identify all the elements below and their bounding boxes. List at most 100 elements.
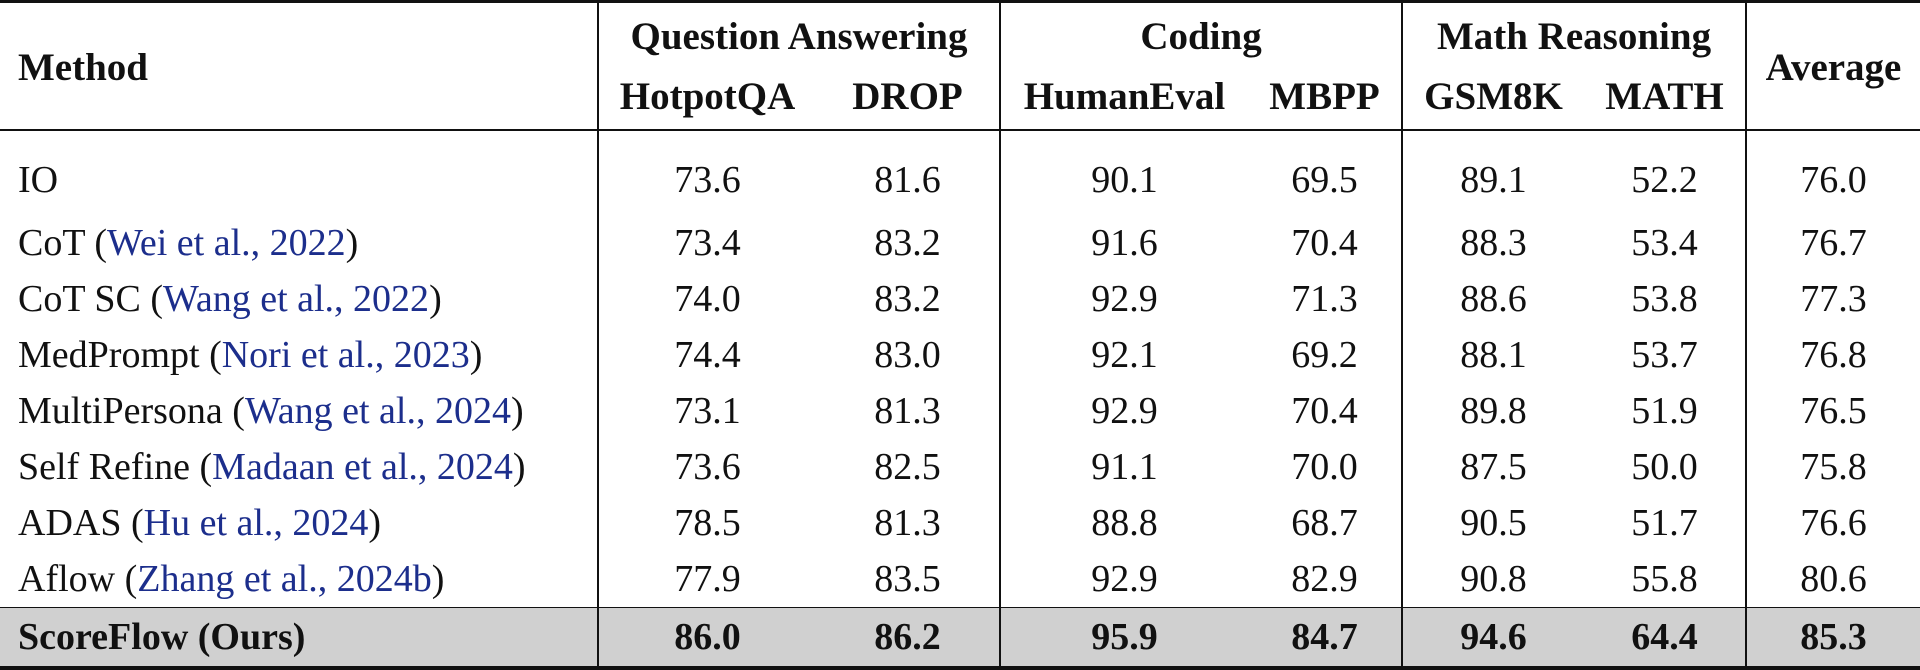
score-cell: 53.4 xyxy=(1631,222,1698,264)
score-cell: 88.3 xyxy=(1401,215,1585,271)
score-cell: 90.5 xyxy=(1401,495,1585,551)
score-cell: 92.1 xyxy=(999,327,1248,383)
method-name: MedPrompt xyxy=(18,334,200,376)
method-cell: ADAS (Hu et al., 2024) xyxy=(18,502,382,544)
method-name: MultiPersona xyxy=(18,390,223,432)
score-cell: 82.9 xyxy=(1291,558,1358,600)
score-cell: 83.2 xyxy=(874,278,941,320)
column-header-gsm8k: GSM8K xyxy=(1401,66,1585,131)
score-cell: 83.5 xyxy=(874,558,941,600)
score-cell: 73.6 xyxy=(597,129,816,215)
score-cell: 91.6 xyxy=(999,215,1248,271)
method-cell: CoT (Wei et al., 2022) xyxy=(18,222,359,264)
citation-link[interactable]: Wei et al., 2022 xyxy=(107,222,346,264)
score-cell: 94.6 xyxy=(1401,607,1585,670)
method-cell: Aflow (Zhang et al., 2024b) xyxy=(18,558,445,600)
score-cell: 69.2 xyxy=(1291,334,1358,376)
score-cell: 90.8 xyxy=(1401,551,1585,608)
score-cell: 73.6 xyxy=(597,439,816,495)
method-header: Method xyxy=(18,46,148,89)
citation-link[interactable]: Zhang et al., 2024b xyxy=(137,558,432,600)
score-cell: 91.1 xyxy=(999,439,1248,495)
score-cell: 86.0 xyxy=(597,607,816,670)
score-cell: 76.0 xyxy=(1745,129,1920,215)
score-cell: 77.9 xyxy=(597,551,816,608)
table-body: IO 73.6 81.6 90.1 69.5 89.1 52.2 76.0 CoT (Wei e… xyxy=(0,129,1920,670)
citation-link[interactable]: Nori et al., 2023 xyxy=(221,334,470,376)
score-cell: 53.8 xyxy=(1631,278,1698,320)
method-cell: CoT SC (Wang et al., 2022) xyxy=(18,278,442,320)
score-cell: 92.9 xyxy=(999,271,1248,327)
method-name: CoT xyxy=(18,222,85,264)
citation-link[interactable]: Madaan et al., 2024 xyxy=(212,446,513,488)
group-header-math: Math Reasoning xyxy=(1401,1,1747,66)
method-name: ScoreFlow (Ours) xyxy=(18,616,306,658)
score-cell: 76.7 xyxy=(1745,215,1920,271)
method-name: ADAS xyxy=(18,502,122,544)
score-cell: 81.3 xyxy=(874,502,941,544)
score-cell: 74.4 xyxy=(597,327,816,383)
score-cell: 51.9 xyxy=(1631,390,1698,432)
score-cell: 83.2 xyxy=(874,222,941,264)
score-cell: 73.4 xyxy=(597,215,816,271)
score-cell: 92.9 xyxy=(999,551,1248,608)
method-cell: Self Refine (Madaan et al., 2024) xyxy=(18,446,526,488)
score-cell: 73.1 xyxy=(597,383,816,439)
score-cell: 92.9 xyxy=(999,383,1248,439)
score-cell: 80.6 xyxy=(1745,551,1920,608)
average-header: Average xyxy=(1745,1,1920,130)
group-header-qa: Question Answering xyxy=(597,1,1000,66)
score-cell: 88.1 xyxy=(1401,327,1585,383)
score-cell: 74.0 xyxy=(597,271,816,327)
score-cell: 81.6 xyxy=(816,129,1000,215)
column-header-drop: DROP xyxy=(816,66,1000,131)
score-cell: 89.8 xyxy=(1401,383,1585,439)
column-header-hotpotqa: HotpotQA xyxy=(597,66,816,131)
table-row: MultiPersona (Wang et al., 2024) 73.1 81.3… xyxy=(0,383,1920,439)
citation-link[interactable]: Wang et al., 2024 xyxy=(244,390,511,432)
score-cell: 83.0 xyxy=(874,334,941,376)
table-row: Self Refine (Madaan et al., 2024) 73.6 82.… xyxy=(0,439,1920,495)
score-cell: 52.2 xyxy=(1584,129,1747,215)
table-row: ADAS (Hu et al., 2024) 78.5 81.3 88.8 68.7 90… xyxy=(0,495,1920,551)
table-row: Aflow (Zhang et al., 2024b) 77.9 83.5 92.9 8… xyxy=(0,551,1920,608)
method-cell: MultiPersona (Wang et al., 2024) xyxy=(18,390,524,432)
score-cell: 69.5 xyxy=(1248,129,1403,215)
score-cell: 70.4 xyxy=(1291,222,1358,264)
table-row: MedPrompt (Nori et al., 2023) 74.4 83.0 92.… xyxy=(0,327,1920,383)
score-cell: 76.8 xyxy=(1745,327,1920,383)
table-row: CoT SC (Wang et al., 2022) 74.0 83.2 92.9 71… xyxy=(0,271,1920,327)
score-cell: 90.1 xyxy=(999,129,1248,215)
score-cell: 86.2 xyxy=(816,607,1000,670)
method-name: CoT SC xyxy=(18,278,141,320)
score-cell: 51.7 xyxy=(1631,502,1698,544)
citation-link[interactable]: Hu et al., 2024 xyxy=(143,502,369,544)
score-cell: 77.3 xyxy=(1745,271,1920,327)
column-header-mbpp: MBPP xyxy=(1248,66,1403,131)
table-header: Method Question Answering Coding Math Re… xyxy=(0,1,1920,131)
citation-link[interactable]: Wang et al., 2022 xyxy=(163,278,430,320)
score-cell: 76.5 xyxy=(1745,383,1920,439)
table-row: IO 73.6 81.6 90.1 69.5 89.1 52.2 76.0 xyxy=(0,129,1920,215)
score-cell: 70.0 xyxy=(1291,446,1358,488)
method-name: Aflow xyxy=(18,558,116,600)
score-cell: 70.4 xyxy=(1291,390,1358,432)
score-cell: 82.5 xyxy=(874,446,941,488)
score-cell: 68.7 xyxy=(1291,502,1358,544)
score-cell: 55.8 xyxy=(1631,558,1698,600)
score-cell: 95.9 xyxy=(999,607,1248,670)
method-name: Self Refine xyxy=(18,446,191,488)
method-cell: MedPrompt (Nori et al., 2023) xyxy=(18,334,483,376)
score-cell: 64.4 xyxy=(1584,607,1747,670)
column-header-humaneval: HumanEval xyxy=(999,66,1248,131)
score-cell: 76.6 xyxy=(1745,495,1920,551)
score-cell: 81.3 xyxy=(874,390,941,432)
method-cell: ScoreFlow (Ours) xyxy=(0,607,598,670)
table-row: CoT (Wei et al., 2022) 73.4 83.2 91.6 70.4 88… xyxy=(0,215,1920,271)
score-cell: 84.7 xyxy=(1248,607,1403,670)
column-header-math: MATH xyxy=(1584,66,1747,131)
score-cell: 71.3 xyxy=(1291,278,1358,320)
method-cell: IO xyxy=(0,129,598,215)
score-cell: 50.0 xyxy=(1631,446,1698,488)
